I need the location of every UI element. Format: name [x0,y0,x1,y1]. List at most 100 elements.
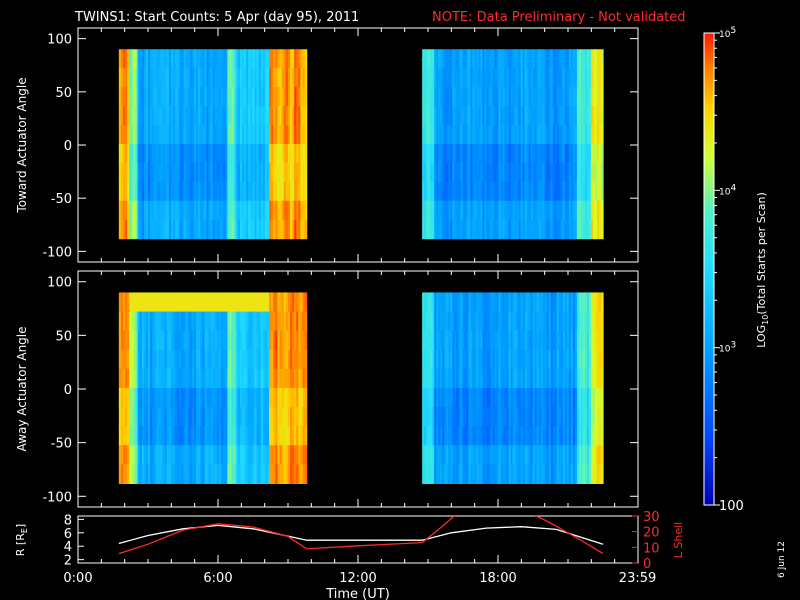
heatmap-cell [536,162,540,183]
heatmap-cell [231,330,235,351]
heatmap-cell [123,426,126,446]
heatmap-cell [448,349,451,370]
heatmap-cell [241,87,245,107]
heatmap-cell [177,219,180,240]
heatmap-cell [558,368,562,389]
heatmap-cell [424,181,427,202]
heatmap-cell [221,292,224,313]
heatmap-cell [454,106,457,126]
heatmap-cell [283,311,287,332]
heatmap-cell [125,181,128,202]
heatmap-cell [129,464,132,484]
heatmap-cell [426,219,429,240]
heatmap-cell [540,143,544,164]
heatmap-cell [139,143,143,164]
heatmap-cell [516,311,520,332]
heatmap-cell [568,181,572,202]
heatmap-cell [596,292,600,313]
heatmap-cell [281,426,285,446]
heatmap-cell [177,330,180,351]
heatmap-cell [554,106,558,126]
heatmap-cell [556,87,560,107]
heatmap-cell [480,311,484,332]
heatmap-cell [160,349,164,370]
heatmap-cell [432,407,435,427]
heatmap-cell [434,49,437,69]
heatmap-cell [454,162,457,183]
heatmap-cell [520,311,524,332]
heatmap-cell [492,219,496,240]
heatmap-cell [552,407,556,427]
heatmap-cell [512,349,516,370]
heatmap-cell [298,125,302,145]
heatmap-cell [490,219,494,240]
heatmap-cell [582,49,586,69]
heatmap-cell [546,87,550,107]
heatmap-cell [277,106,281,126]
heatmap-cell [598,181,602,202]
heatmap-cell [250,387,254,408]
heatmap-cell [504,49,508,69]
heatmap-cell [434,407,437,427]
heatmap-cell [528,125,532,145]
heatmap-cell [544,349,548,370]
heatmap-cell [560,311,564,332]
heatmap-cell [143,368,147,389]
heatmap-cell [273,426,276,446]
heatmap-cell [570,162,574,183]
heatmap-cell [256,181,260,202]
heatmap-cell [518,426,522,446]
heatmap-cell [279,219,283,240]
heatmap-cell [160,330,164,351]
heatmap-cell [600,219,604,240]
heatmap-cell [572,407,576,427]
heatmap-cell [131,349,135,370]
heatmap-cell [578,68,582,88]
heatmap-cell [231,445,235,465]
heatmap-cell [512,407,516,427]
heatmap-cell [133,87,137,107]
heatmap-cell [185,464,189,484]
heatmap-cell [486,292,490,313]
heatmap-cell [488,162,492,183]
heatmap-cell [454,49,457,69]
heatmap-cell [468,349,471,370]
heatmap-cell [520,200,524,221]
heatmap-cell [594,125,598,145]
heatmap-cell [474,49,478,69]
heatmap-cell [540,162,544,183]
heatmap-cell [492,292,496,313]
heatmap-cell [526,125,530,145]
heatmap-cell [267,292,270,313]
heatmap-cell [510,426,514,446]
heatmap-cell [552,464,556,484]
heatmap-cell [598,49,602,69]
heatmap-cell [430,181,433,202]
heatmap-cell [556,292,560,313]
heatmap-cell [590,368,594,389]
heatmap-cell [530,125,534,145]
heatmap-cell [534,106,538,126]
heatmap-cell [428,87,431,107]
heatmap-cell [287,311,291,332]
heatmap-cell [426,106,429,126]
heatmap-cell [229,311,233,332]
heatmap-cell [530,387,534,408]
heatmap-cell [304,311,308,332]
heatmap-cell [552,330,556,351]
heatmap-cell [592,125,596,145]
heatmap-cell [256,330,260,351]
heatmap-cell [556,143,560,164]
heatmap-cell [596,200,600,221]
colorbar-tick-exp: 3 [730,341,736,351]
heatmap-cell [156,181,160,202]
heatmap-cell [281,219,285,240]
heatmap-cell [258,162,262,183]
heatmap-cell [273,368,276,389]
heatmap-cell [202,125,205,145]
heatmap-cell [171,387,174,408]
heatmap-cell [432,445,435,465]
heatmap-cell [436,426,439,446]
heatmap-cell [534,387,538,408]
heatmap-cell [304,292,308,313]
